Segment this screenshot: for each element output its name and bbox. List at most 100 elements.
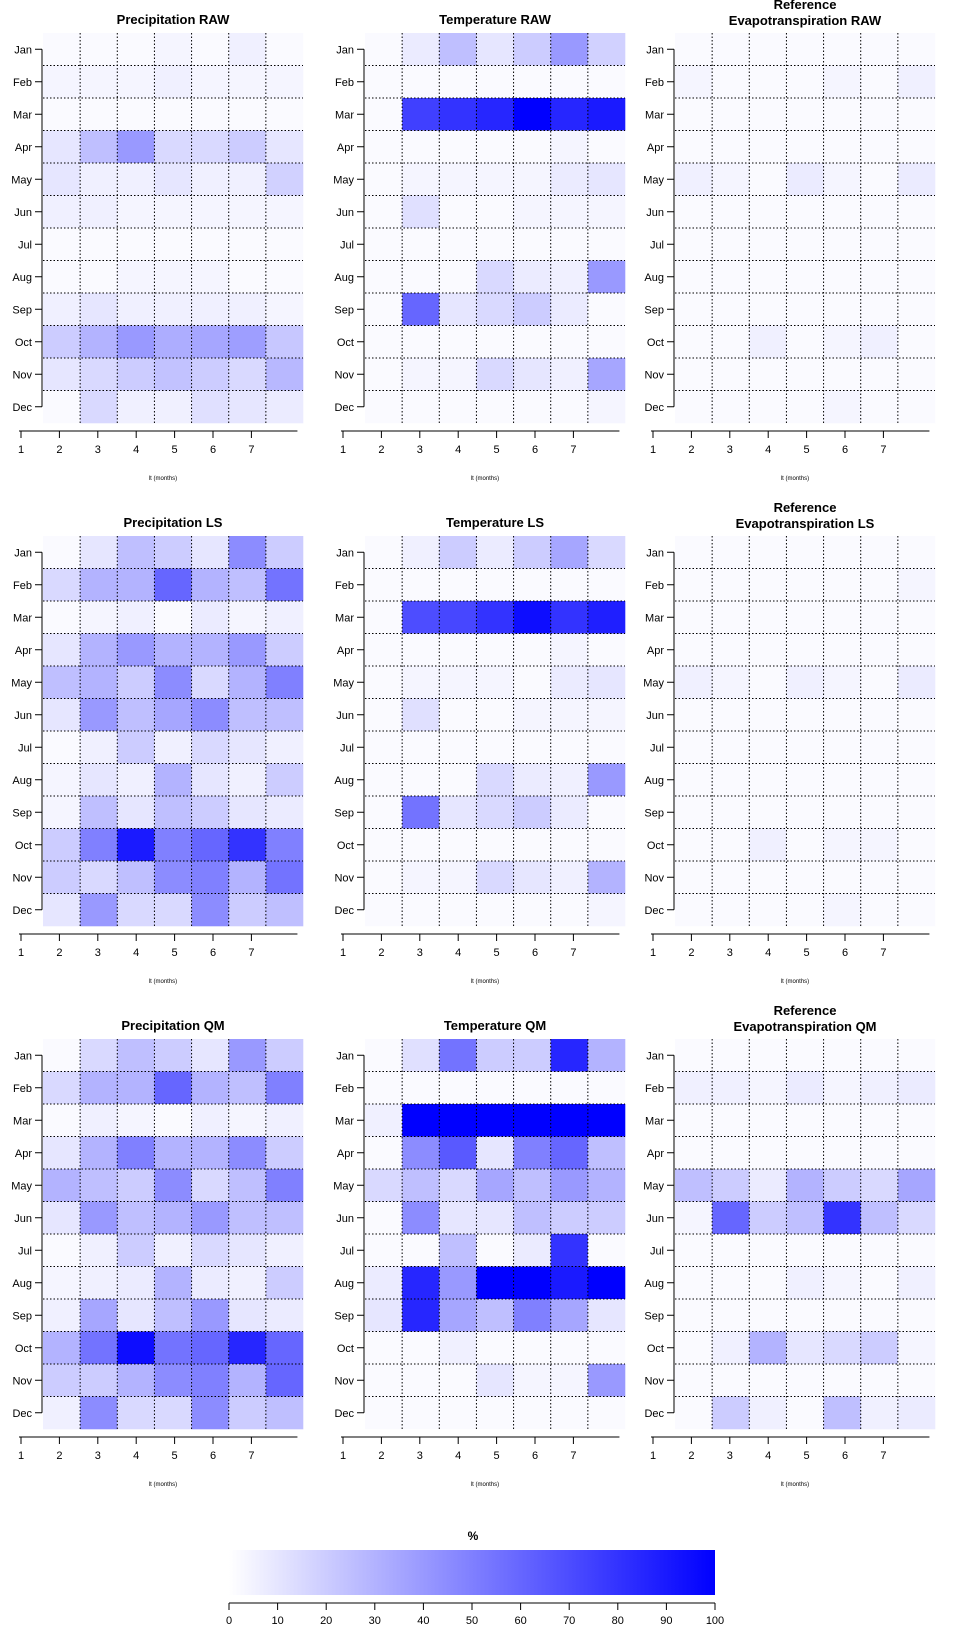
heatmap-cell <box>675 358 712 391</box>
heatmap-cell <box>80 634 117 667</box>
x-tick-label: 3 <box>417 444 423 456</box>
heatmap-cell <box>712 326 749 359</box>
heatmap-cell <box>402 731 439 764</box>
heatmap-cell <box>229 1267 266 1300</box>
heatmap-cell <box>824 98 861 131</box>
heatmap-cell <box>551 293 588 326</box>
heatmap-cell <box>43 1039 80 1072</box>
heatmap-cell <box>402 829 439 862</box>
y-tick-label: Apr <box>337 645 354 657</box>
heatmap-cell <box>117 1202 154 1235</box>
heatmap-cell <box>675 1137 712 1170</box>
heatmap-cell <box>588 1137 625 1170</box>
heatmap-cell <box>117 1364 154 1397</box>
heatmap-cell <box>439 1137 476 1170</box>
heatmap-cell <box>476 1397 513 1430</box>
heatmap-cell <box>266 861 303 894</box>
heatmap-cell <box>712 98 749 131</box>
heatmap-cell <box>588 634 625 667</box>
heatmap-cell <box>80 1137 117 1170</box>
x-tick-label: 4 <box>455 444 461 456</box>
heatmap-cell <box>229 731 266 764</box>
heatmap-cell <box>80 1234 117 1267</box>
heatmap-cell <box>43 293 80 326</box>
heatmap-cell <box>229 228 266 261</box>
heatmap-cell <box>192 829 229 862</box>
heatmap-cell <box>551 196 588 229</box>
colorbar-tick-label: 50 <box>466 1615 478 1627</box>
heatmap-cell <box>551 261 588 294</box>
colorbar-tick-label: 100 <box>706 1615 724 1627</box>
x-axis-label: lt (months) <box>149 979 177 985</box>
panel-title: Precipitation QM <box>121 1018 224 1033</box>
heatmap-cell <box>365 1137 402 1170</box>
heatmap-cell <box>154 764 191 797</box>
heatmap-cell <box>80 699 117 732</box>
heatmap-cell <box>786 1364 823 1397</box>
heatmap-cell <box>588 1332 625 1365</box>
heatmap-cell <box>476 569 513 602</box>
heatmap-cell <box>229 358 266 391</box>
x-tick-label: 7 <box>880 947 886 959</box>
heatmap-cell <box>154 196 191 229</box>
heatmap-cell <box>80 163 117 196</box>
heatmap-cell <box>712 391 749 424</box>
heatmap-cell <box>43 861 80 894</box>
heatmap-cell <box>402 1397 439 1430</box>
heatmap-cell <box>712 764 749 797</box>
heatmap-cell <box>192 1137 229 1170</box>
heatmap-cell <box>266 536 303 569</box>
heatmap-cell <box>786 1137 823 1170</box>
heatmap-cell <box>712 163 749 196</box>
heatmap-cell <box>192 1169 229 1202</box>
heatmap-cell <box>266 293 303 326</box>
heatmap-cell <box>365 1234 402 1267</box>
colorbar-tick-label: 70 <box>563 1615 575 1627</box>
heatmap-cell <box>80 358 117 391</box>
heatmap-cell <box>898 634 935 667</box>
heatmap-cell <box>365 666 402 699</box>
heatmap-cell <box>43 829 80 862</box>
heatmap-cell <box>824 699 861 732</box>
heatmap-cell <box>117 33 154 66</box>
heatmap-cell <box>365 536 402 569</box>
y-tick-label: Feb <box>13 1083 32 1095</box>
heatmap-cell <box>229 861 266 894</box>
heatmap-cell <box>192 601 229 634</box>
y-tick-label: Apr <box>647 1148 664 1160</box>
panel-title: Temperature LS <box>446 515 544 530</box>
heatmap-cell <box>117 66 154 99</box>
heatmap-cell <box>117 131 154 164</box>
y-tick-label: Oct <box>337 337 354 349</box>
x-tick-label: 2 <box>378 947 384 959</box>
heatmap-cell <box>154 1364 191 1397</box>
heatmap-cell <box>402 1299 439 1332</box>
y-tick-label: Nov <box>644 872 664 884</box>
x-tick-label: 2 <box>688 1450 694 1462</box>
x-tick-label: 2 <box>56 444 62 456</box>
heatmap-cell <box>154 228 191 261</box>
heatmap-cell <box>786 1039 823 1072</box>
heatmap-cell <box>229 829 266 862</box>
heatmap-cell <box>749 1072 786 1105</box>
heatmap-cell <box>861 1397 898 1430</box>
heatmap-cell <box>476 1072 513 1105</box>
heatmap-cell <box>80 1202 117 1235</box>
x-tick-label: 2 <box>378 444 384 456</box>
heatmap-cell <box>749 293 786 326</box>
heatmap-cell <box>551 796 588 829</box>
heatmap-cell <box>824 634 861 667</box>
heatmap-cell <box>43 1299 80 1332</box>
colorbar-tick-label: 90 <box>660 1615 672 1627</box>
heatmap-cell <box>712 1039 749 1072</box>
heatmap-cell <box>154 1332 191 1365</box>
y-tick-label: Jan <box>336 547 354 559</box>
heatmap-cell <box>824 1137 861 1170</box>
y-tick-label: Jan <box>336 1050 354 1062</box>
heatmap-cell <box>43 894 80 927</box>
heatmap-cell <box>749 1299 786 1332</box>
colorbar-tick-label: 20 <box>320 1615 332 1627</box>
heatmap-cell <box>514 764 551 797</box>
heatmap-cell <box>514 536 551 569</box>
heatmap-cell <box>229 796 266 829</box>
